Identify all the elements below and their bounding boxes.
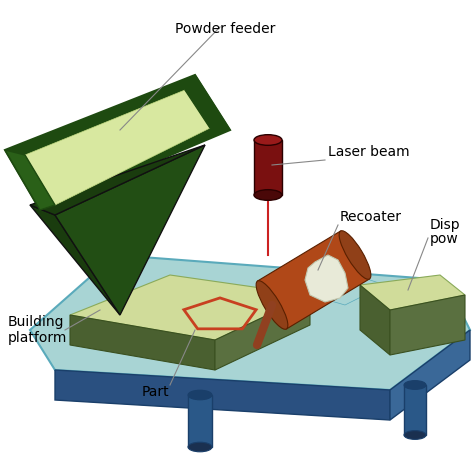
Polygon shape bbox=[257, 231, 369, 329]
Text: pow: pow bbox=[430, 232, 459, 246]
Polygon shape bbox=[5, 150, 55, 210]
Polygon shape bbox=[5, 75, 230, 210]
Polygon shape bbox=[55, 145, 205, 315]
Polygon shape bbox=[30, 205, 120, 315]
Ellipse shape bbox=[404, 430, 426, 439]
Polygon shape bbox=[70, 275, 310, 340]
Ellipse shape bbox=[188, 442, 212, 452]
Polygon shape bbox=[360, 275, 465, 310]
Ellipse shape bbox=[254, 135, 282, 146]
Ellipse shape bbox=[188, 390, 212, 400]
Polygon shape bbox=[404, 385, 426, 435]
Polygon shape bbox=[188, 395, 212, 447]
Ellipse shape bbox=[339, 231, 371, 279]
Polygon shape bbox=[70, 315, 215, 370]
Polygon shape bbox=[360, 285, 390, 355]
Ellipse shape bbox=[256, 281, 288, 329]
Text: Part: Part bbox=[141, 385, 169, 399]
Polygon shape bbox=[185, 75, 230, 130]
Polygon shape bbox=[55, 370, 390, 420]
Text: Building
platform: Building platform bbox=[8, 315, 67, 345]
Text: Powder feeder: Powder feeder bbox=[175, 22, 275, 36]
Ellipse shape bbox=[254, 190, 282, 201]
Polygon shape bbox=[30, 145, 205, 215]
Polygon shape bbox=[390, 295, 465, 355]
Polygon shape bbox=[30, 255, 470, 390]
Polygon shape bbox=[254, 140, 282, 195]
Polygon shape bbox=[310, 275, 385, 305]
Polygon shape bbox=[390, 330, 470, 420]
Polygon shape bbox=[305, 255, 348, 302]
Polygon shape bbox=[25, 90, 210, 205]
Ellipse shape bbox=[404, 381, 426, 390]
Polygon shape bbox=[215, 295, 310, 370]
Text: Disp: Disp bbox=[430, 218, 461, 232]
Text: Recoater: Recoater bbox=[340, 210, 402, 224]
Text: Laser beam: Laser beam bbox=[328, 145, 410, 159]
